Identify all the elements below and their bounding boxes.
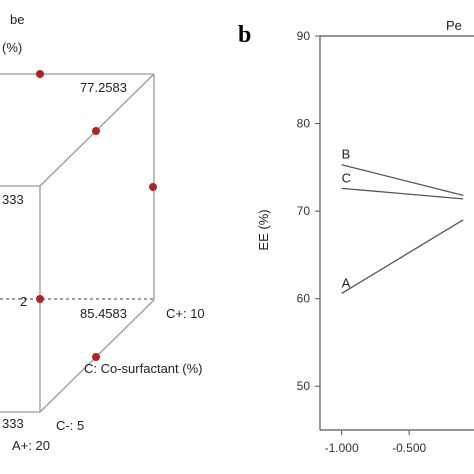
cube-c-axis-label: C: Co-surfactant (%)	[84, 361, 202, 376]
series-label-c: C	[342, 170, 351, 185]
y-tick-label: 60	[297, 292, 311, 306]
y-tick-label: 50	[297, 379, 311, 393]
cube-point-top-back	[36, 70, 44, 78]
cube-point-right-back	[149, 183, 157, 191]
y-tick-label: 70	[297, 204, 311, 218]
cube-point-diagonal-top	[92, 127, 100, 135]
y-axis-label: EE (%)	[256, 209, 271, 250]
cube-value-bottom-left: 333	[2, 416, 24, 431]
cube-point-front-mid	[36, 295, 44, 303]
series-line-b	[341, 164, 464, 196]
y-tick-label: 90	[297, 29, 311, 43]
cube-point-diagonal-bottom	[92, 353, 100, 361]
cube-c-minus-label: C-: 5	[56, 418, 84, 433]
series-lines: A BC	[341, 147, 464, 294]
cube-points	[36, 70, 157, 361]
x-ticks: -1.000 -0.500	[325, 430, 426, 455]
x-tick-label: -0.500	[392, 441, 426, 455]
cube-value-top-left: 333	[2, 192, 24, 207]
cube-value-top-right: 77.2583	[80, 80, 127, 95]
cube-title-fragment: be	[10, 12, 24, 27]
panel-letter-b: b	[238, 22, 251, 48]
cube-c-plus-label: C+: 10	[166, 306, 205, 321]
series-label-b: B	[342, 147, 351, 162]
cube-a-plus-label: A+: 20	[12, 438, 50, 453]
series-line-c	[341, 187, 464, 200]
x-tick-label: -1.000	[325, 441, 359, 455]
cube-value-mid-left: 2	[20, 294, 27, 309]
perturbation-title-fragment: Pe	[446, 18, 462, 33]
cube-panel: be (%) 77.2583 85.4583 2 333 333 C+: 10 …	[0, 12, 205, 453]
series-label-a: A	[342, 275, 351, 290]
y-tick-label: 80	[297, 117, 311, 131]
cube-value-bottom-right: 85.4583	[80, 306, 127, 321]
perturbation-panel: b Pe 50 60 70 80 90 -1.000 -0.500 EE (%) A BC	[238, 18, 474, 455]
series-line-a	[341, 219, 464, 294]
y-ticks: 50 60 70 80 90	[297, 29, 320, 393]
cube-title-unit: (%)	[2, 40, 22, 55]
